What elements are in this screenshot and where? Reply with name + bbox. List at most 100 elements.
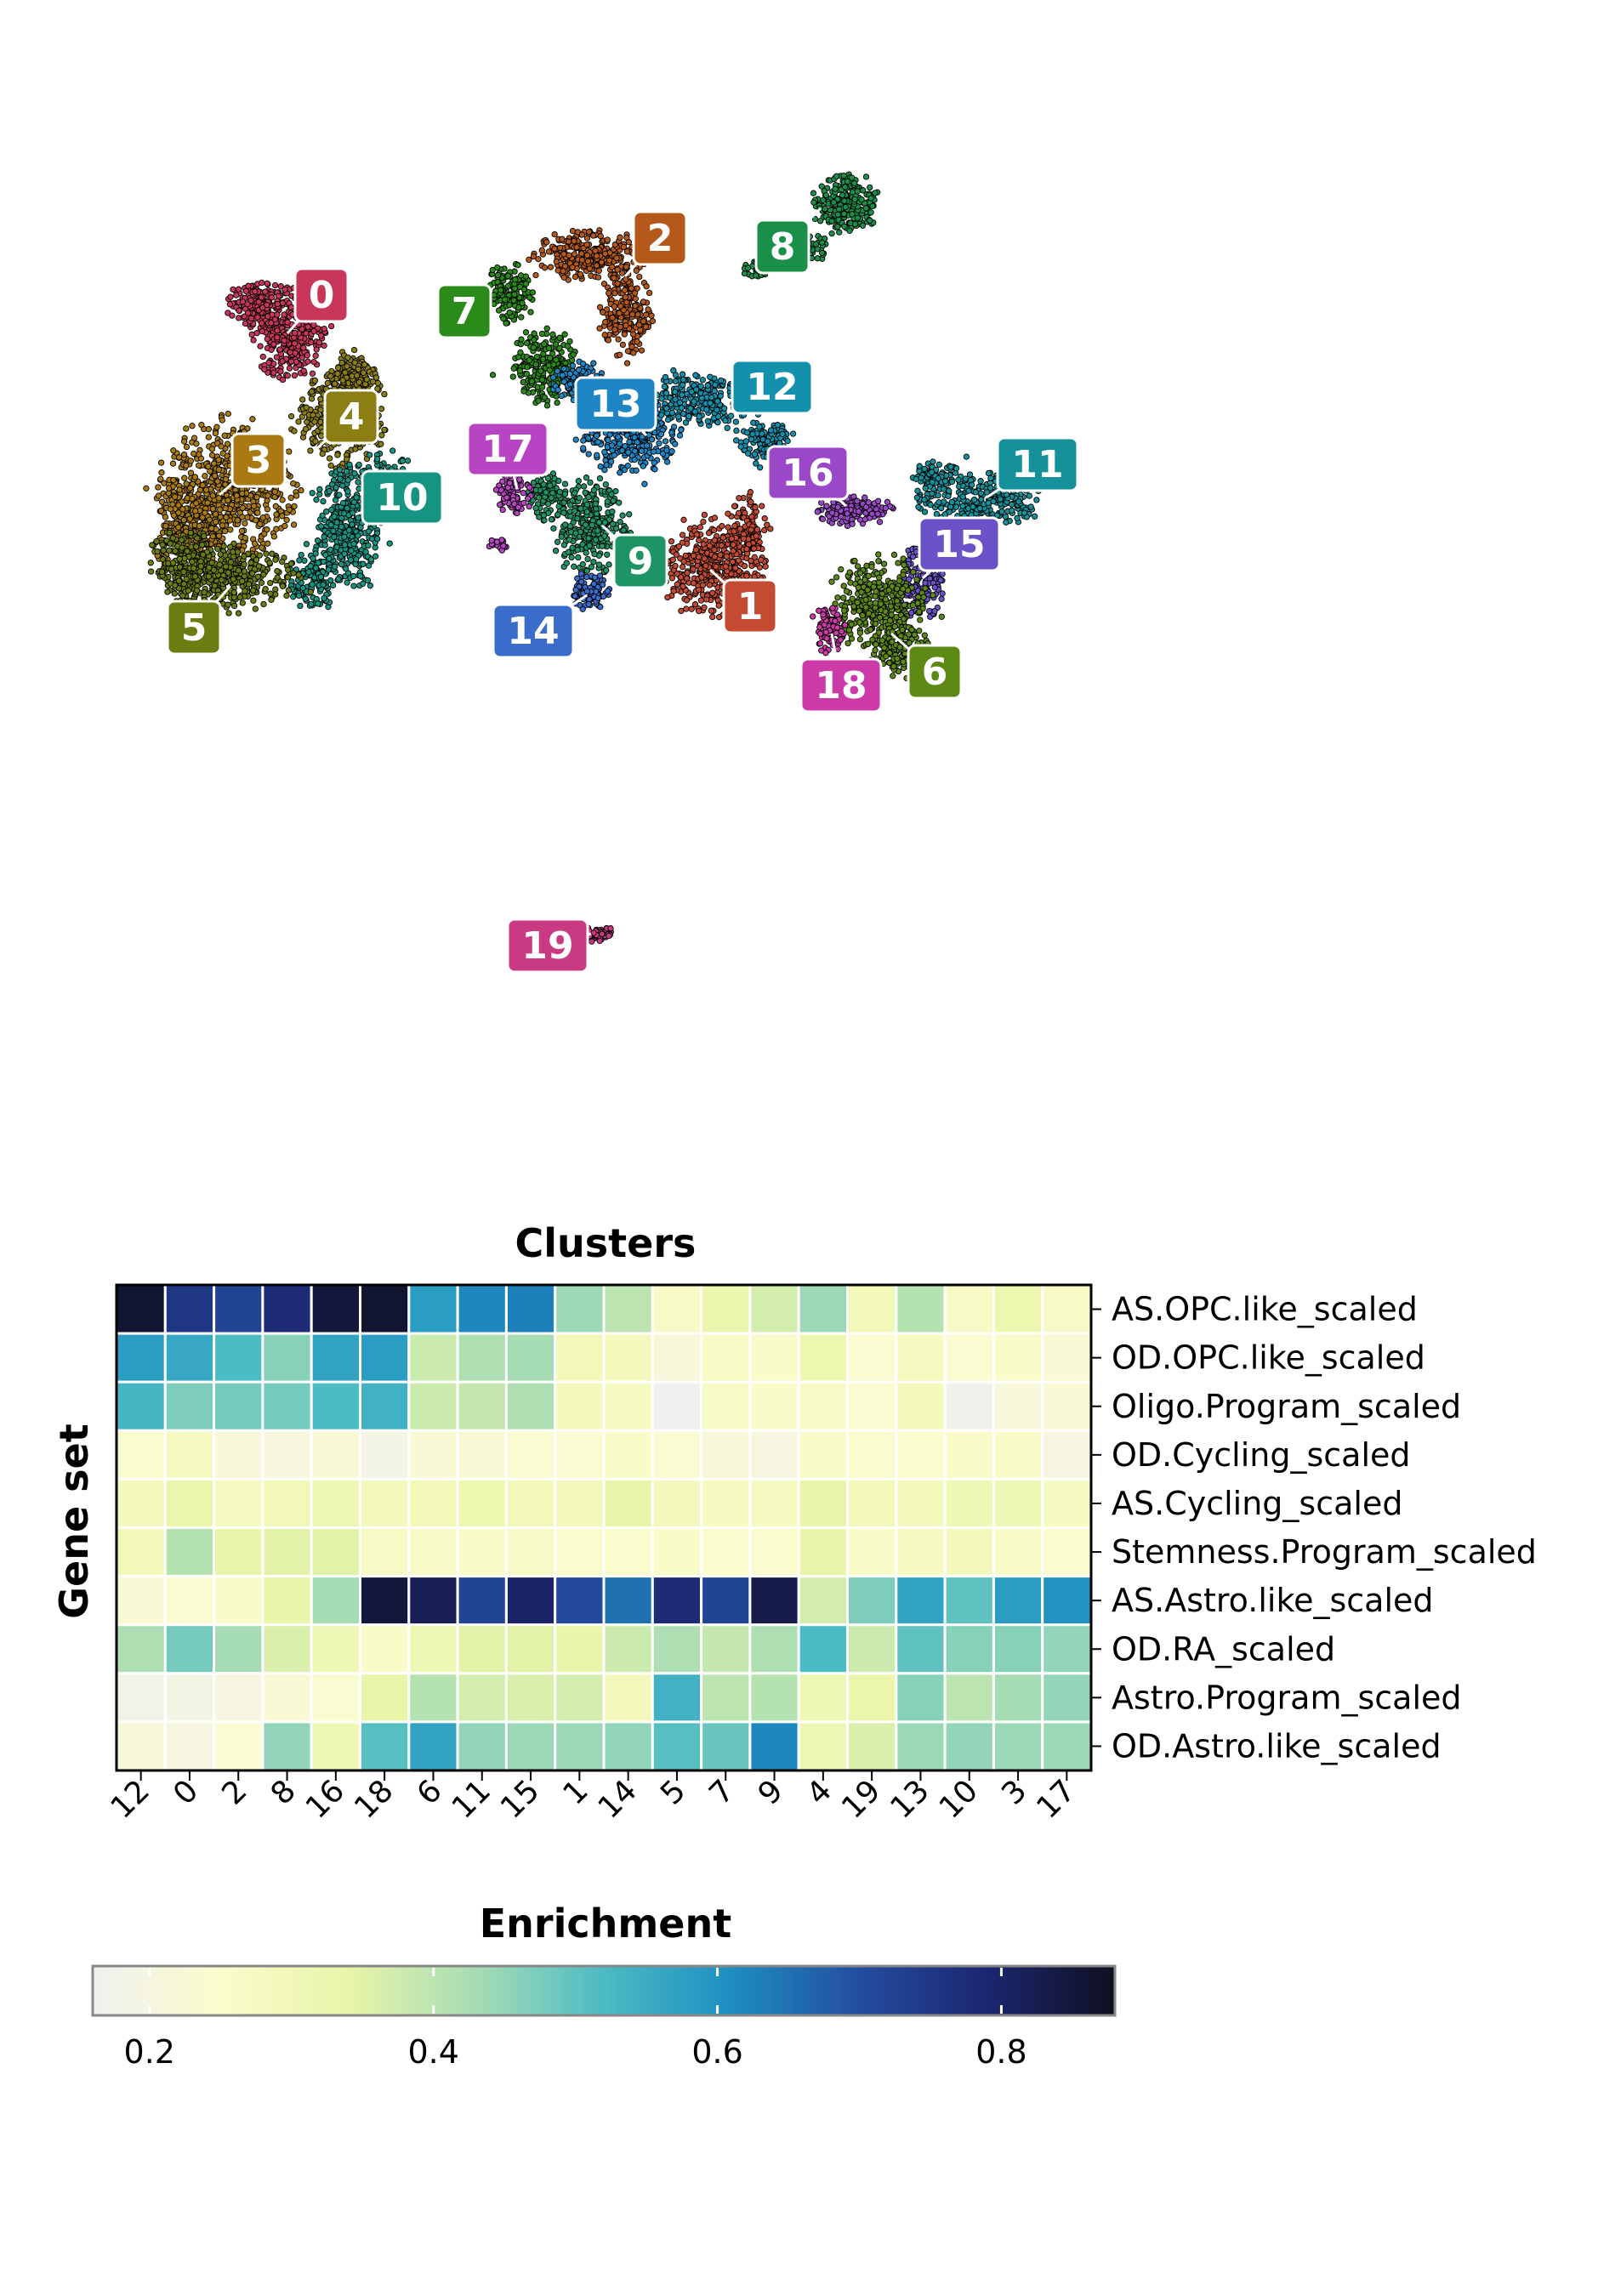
heatmap-cell	[602, 1623, 654, 1675]
heatmap-cell	[163, 1720, 216, 1772]
x-tick-label: 16	[299, 1773, 351, 1825]
heatmap-cell	[554, 1623, 606, 1675]
heatmap-cell	[992, 1380, 1044, 1432]
heatmap-cell	[407, 1526, 459, 1578]
cluster-label-text: 4	[338, 395, 365, 439]
heatmap-cell	[261, 1575, 313, 1627]
heatmap-cell	[846, 1720, 898, 1772]
colorbar-title: Enrichment	[480, 1901, 732, 1946]
x-tick-label: 2	[215, 1773, 253, 1811]
heatmap-cell	[1041, 1332, 1093, 1384]
heatmap-cell	[504, 1526, 557, 1578]
heatmap-cell	[943, 1380, 995, 1432]
x-tick-label: 13	[884, 1773, 935, 1825]
heatmap-cell	[261, 1672, 313, 1724]
cluster-9-points	[549, 475, 634, 583]
heatmap-cell	[310, 1526, 362, 1578]
x-tick-label: 9	[752, 1773, 790, 1811]
heatmap-cell	[554, 1380, 606, 1432]
y-tick-label: OD.Astro.like_scaled	[1112, 1727, 1442, 1765]
heatmap-cell	[1041, 1380, 1093, 1432]
heatmap-cell	[748, 1283, 800, 1335]
x-tick-label: 4	[800, 1773, 839, 1811]
heatmap-cell	[504, 1283, 557, 1335]
heatmap-cell	[1041, 1429, 1093, 1480]
heatmap-cell	[310, 1575, 362, 1627]
heatmap-cell	[359, 1332, 411, 1384]
x-tick-label: 6	[411, 1773, 449, 1811]
heatmap-cell	[846, 1526, 898, 1578]
heatmap-cell	[895, 1672, 947, 1724]
heatmap-cell	[213, 1672, 264, 1724]
heatmap-cell	[359, 1623, 411, 1675]
heatmap-cell	[554, 1672, 606, 1724]
heatmap-cell	[554, 1526, 606, 1578]
cluster-label-17: 17	[466, 421, 549, 477]
heatmap-cell	[504, 1720, 557, 1772]
heatmap-cell	[359, 1720, 411, 1772]
cluster-label-12: 12	[731, 359, 814, 415]
heatmap-cells	[115, 1283, 1093, 1772]
heatmap-cell	[602, 1429, 654, 1480]
heatmap-cell	[602, 1526, 654, 1578]
cluster-label-text: 8	[770, 225, 796, 269]
colorbar	[91, 1964, 1117, 2017]
heatmap-cell	[846, 1575, 898, 1627]
cluster-label-text: 13	[589, 383, 641, 426]
colorbar-tick-label: 0.8	[975, 2033, 1026, 2071]
x-tick-label: 1	[557, 1773, 595, 1811]
cluster-label-16: 16	[766, 445, 850, 501]
heatmap-frame	[115, 1283, 1093, 1772]
cluster-label-19: 19	[506, 918, 589, 974]
heatmap-cell	[1041, 1526, 1093, 1578]
heatmap-cell	[797, 1332, 850, 1384]
heatmap-cell	[846, 1672, 898, 1724]
heatmap-cell	[700, 1720, 752, 1772]
heatmap-cell	[310, 1380, 362, 1432]
heatmap-cell	[602, 1380, 654, 1432]
heatmap-cell	[700, 1477, 752, 1530]
heatmap-cell	[456, 1720, 508, 1772]
heatmap-cell	[602, 1575, 654, 1627]
cluster-label-14: 14	[492, 603, 575, 659]
heatmap-cell	[895, 1332, 947, 1384]
cluster-label-7: 7	[436, 283, 492, 339]
cluster-9-points	[525, 469, 569, 524]
cluster-17-points	[486, 537, 509, 554]
heatmap-cell	[700, 1575, 752, 1627]
heatmap-y-tick-labels: AS.OPC.like_scaled OD.OPC.like_scaled Olig…	[1091, 1291, 1537, 1765]
heatmap-cell	[797, 1429, 850, 1480]
heatmap-cell	[992, 1477, 1044, 1530]
cluster-label-text: 17	[481, 428, 533, 471]
y-tick-label: AS.Cycling_scaled	[1112, 1485, 1402, 1522]
colorbar-tick-label: 0.4	[407, 2033, 458, 2071]
cluster-label-text: 15	[933, 523, 985, 566]
x-tick-label: 10	[933, 1773, 985, 1825]
heatmap-cell	[456, 1283, 508, 1335]
heatmap-cell	[359, 1672, 411, 1724]
heatmap-cell	[748, 1672, 800, 1724]
heatmap-cell	[895, 1429, 947, 1480]
heatmap-cell	[992, 1720, 1044, 1772]
cluster-label-text: 18	[815, 664, 867, 708]
heatmap-cell	[602, 1672, 654, 1724]
heatmap-cell	[115, 1477, 167, 1530]
umap-points	[143, 171, 1042, 945]
cluster-2-points	[596, 264, 657, 367]
heatmap-cell	[456, 1575, 508, 1627]
heatmap-cell	[992, 1429, 1044, 1480]
heatmap-cell	[554, 1283, 606, 1335]
heatmap-cell	[797, 1672, 850, 1724]
heatmap-cell	[943, 1429, 995, 1480]
heatmap-cell	[797, 1283, 850, 1335]
x-tick-label: 17	[1030, 1773, 1082, 1825]
cluster-5-points	[147, 529, 215, 600]
heatmap-y-axis-label: Gene set	[51, 1424, 97, 1618]
heatmap-cell	[992, 1332, 1044, 1384]
heatmap-cell	[456, 1623, 508, 1675]
cluster-6-points	[828, 551, 945, 655]
x-tick-label: 5	[654, 1773, 692, 1811]
heatmap-cell	[895, 1575, 947, 1627]
heatmap-cell	[554, 1429, 606, 1480]
